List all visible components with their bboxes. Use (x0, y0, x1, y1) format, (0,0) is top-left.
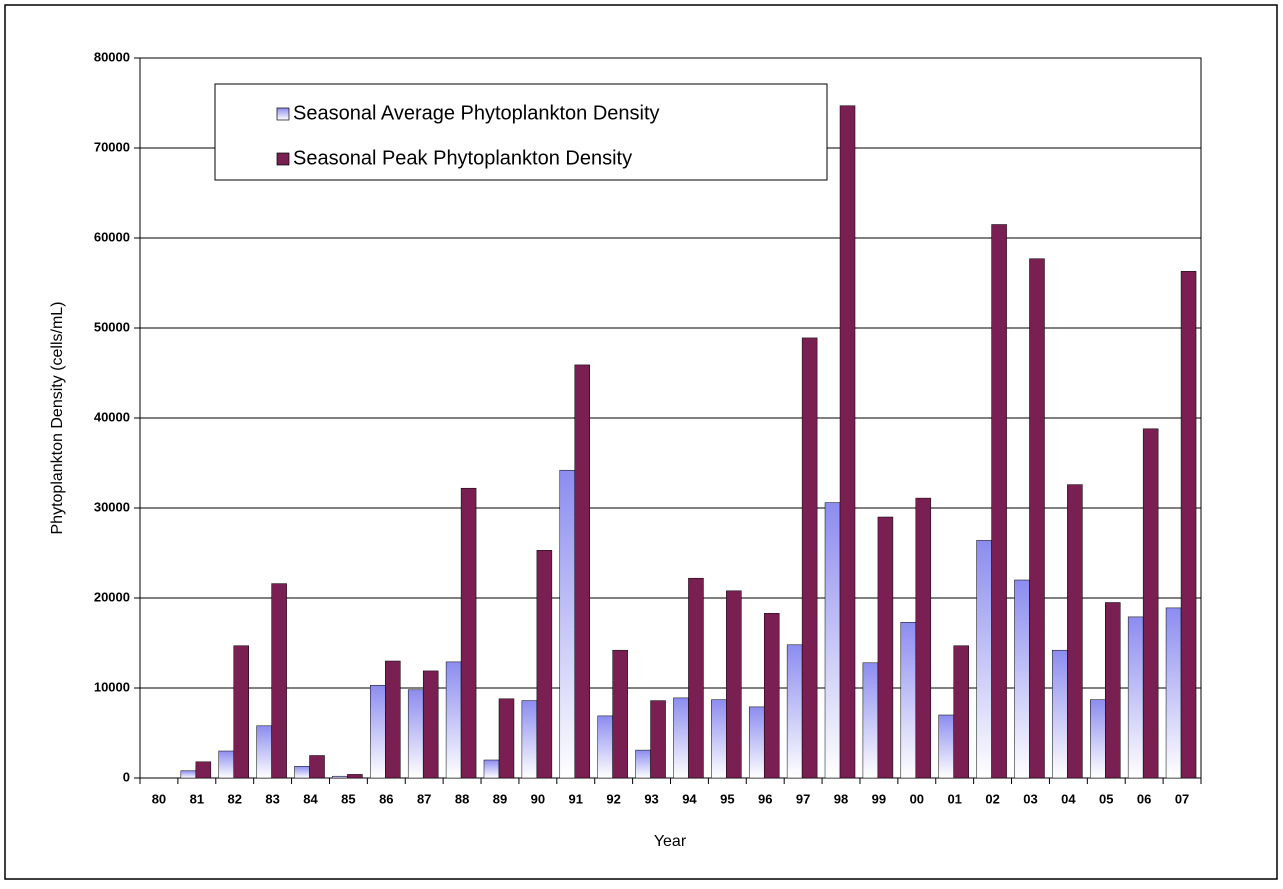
bar (597, 715, 613, 779)
bar (763, 613, 780, 779)
bar (559, 469, 576, 779)
x-tick-label: 80 (152, 791, 166, 806)
x-tick-label: 87 (417, 791, 431, 806)
x-tick-label: 90 (531, 791, 545, 806)
x-tick-label: 00 (910, 791, 924, 806)
bar (407, 689, 424, 779)
bar (877, 516, 894, 779)
y-tick-label: 10000 (94, 679, 130, 694)
legend-label: Seasonal Average Phytoplankton Density (293, 102, 660, 124)
bar (938, 714, 954, 779)
bar (445, 661, 462, 779)
bar (233, 645, 249, 779)
bar (650, 700, 666, 779)
bar (1029, 258, 1045, 779)
x-tick-label: 07 (1175, 791, 1189, 806)
x-tick-label: 98 (834, 791, 848, 806)
x-tick-label: 96 (758, 791, 772, 806)
legend-swatch (276, 107, 290, 121)
y-tick-label: 0 (123, 769, 130, 784)
bar (726, 590, 742, 779)
bar (953, 645, 969, 779)
bar (839, 105, 856, 779)
bar (991, 224, 1007, 779)
legend-label: Seasonal Peak Phytoplankton Density (293, 147, 632, 169)
legend-swatch (276, 152, 290, 166)
x-tick-label: 02 (985, 791, 999, 806)
bar (370, 685, 386, 779)
bar (256, 725, 272, 779)
x-tick-label: 04 (1061, 791, 1076, 806)
bar (635, 749, 651, 779)
x-tick-label: 05 (1099, 791, 1113, 806)
x-tick-label: 03 (1023, 791, 1037, 806)
bar (422, 670, 439, 779)
bar (460, 487, 477, 779)
x-tick-label: 82 (227, 791, 241, 806)
bar (711, 699, 727, 779)
bar (521, 700, 538, 779)
bar (195, 761, 212, 779)
bar (332, 775, 348, 779)
bar (612, 649, 628, 779)
y-tick-label: 50000 (94, 319, 130, 334)
x-tick-label: 84 (303, 791, 318, 806)
x-tick-label: 06 (1137, 791, 1151, 806)
x-tick-label: 97 (796, 791, 810, 806)
bar (483, 759, 500, 779)
bar (976, 540, 992, 779)
x-tick-label: 83 (265, 791, 279, 806)
bar (271, 583, 287, 779)
bar (536, 550, 553, 779)
bar (673, 697, 689, 779)
bar (1090, 699, 1106, 779)
y-axis-label: Phytoplankton Density (cells/mL) (49, 302, 66, 535)
bar (347, 774, 363, 779)
bar (1180, 271, 1197, 779)
x-tick-label: 88 (455, 791, 469, 806)
bar (180, 770, 197, 779)
bar (1067, 484, 1083, 779)
bar (309, 755, 325, 779)
y-tick-label: 70000 (94, 139, 130, 154)
y-tick-label: 60000 (94, 229, 130, 244)
bar (498, 698, 515, 779)
x-tick-label: 94 (682, 791, 697, 806)
bar (1014, 579, 1030, 779)
x-tick-label: 95 (720, 791, 734, 806)
x-tick-label: 89 (493, 791, 507, 806)
bar (862, 662, 879, 779)
bar (1127, 616, 1144, 779)
bar (385, 660, 401, 779)
y-tick-label: 80000 (94, 49, 130, 64)
bar (786, 644, 803, 779)
bar (801, 337, 818, 779)
x-tick-label: 01 (947, 791, 961, 806)
legend-box (214, 83, 828, 181)
y-tick-label: 30000 (94, 499, 130, 514)
y-tick-label: 20000 (94, 589, 130, 604)
bar (748, 706, 765, 779)
bar (1105, 602, 1121, 779)
bar (218, 750, 234, 779)
bar (900, 622, 917, 779)
x-tick-label: 92 (606, 791, 620, 806)
bar (1165, 607, 1182, 779)
x-axis-label: Year (654, 833, 687, 850)
x-tick-label: 81 (190, 791, 204, 806)
x-tick-label: 85 (341, 791, 355, 806)
x-tick-label: 93 (644, 791, 658, 806)
x-tick-label: 86 (379, 791, 393, 806)
y-tick-label: 40000 (94, 409, 130, 424)
x-tick-label: 99 (872, 791, 886, 806)
bar (1052, 649, 1068, 779)
bar (1142, 428, 1159, 779)
bar (574, 364, 591, 779)
bar (294, 766, 310, 779)
bar (824, 502, 841, 779)
bar (688, 577, 704, 779)
bar (915, 497, 932, 779)
x-tick-label: 91 (569, 791, 583, 806)
